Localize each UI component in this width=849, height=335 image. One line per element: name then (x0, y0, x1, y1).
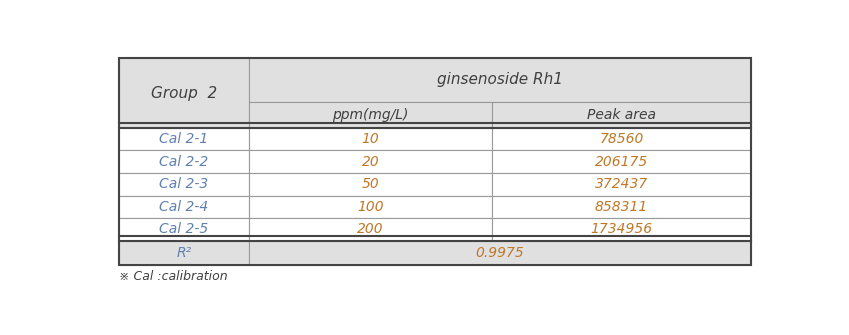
Text: 206175: 206175 (595, 155, 648, 169)
Bar (119, 241, 249, 265)
Bar (249, 196, 492, 218)
Text: 100: 100 (357, 200, 384, 214)
Bar (492, 102, 751, 128)
Bar (492, 150, 751, 173)
Text: Cal 2-5: Cal 2-5 (160, 222, 209, 237)
Text: 0.9975: 0.9975 (475, 246, 524, 260)
Text: ginsenoside Rh1: ginsenoside Rh1 (437, 72, 563, 87)
Bar (492, 173, 751, 196)
Text: 372437: 372437 (595, 177, 648, 191)
Bar (249, 150, 492, 173)
Text: Cal 2-2: Cal 2-2 (160, 155, 209, 169)
Text: ppm(mg/L): ppm(mg/L) (332, 108, 408, 122)
Text: 1734956: 1734956 (590, 222, 653, 237)
Bar (249, 218, 492, 241)
Text: Cal 2-4: Cal 2-4 (160, 200, 209, 214)
Text: R²: R² (177, 246, 192, 260)
Text: 10: 10 (362, 132, 380, 146)
Bar (119, 128, 249, 150)
Bar (492, 128, 751, 150)
Bar (492, 196, 751, 218)
Text: Cal 2-1: Cal 2-1 (160, 132, 209, 146)
Text: ※ Cal :calibration: ※ Cal :calibration (119, 270, 228, 283)
Text: 858311: 858311 (595, 200, 648, 214)
Text: Cal 2-3: Cal 2-3 (160, 177, 209, 191)
Bar (119, 218, 249, 241)
Bar (119, 150, 249, 173)
Bar (119, 196, 249, 218)
Bar (119, 58, 751, 265)
Text: Group  2: Group 2 (151, 85, 217, 100)
Bar (119, 173, 249, 196)
Text: 78560: 78560 (599, 132, 644, 146)
Text: Peak area: Peak area (587, 108, 656, 122)
Bar (492, 218, 751, 241)
Bar (249, 102, 492, 128)
Bar (249, 58, 751, 102)
Text: 50: 50 (362, 177, 380, 191)
Text: 200: 200 (357, 222, 384, 237)
Bar (249, 241, 751, 265)
Bar (249, 128, 492, 150)
Bar (249, 173, 492, 196)
Bar (119, 58, 249, 128)
Text: 20: 20 (362, 155, 380, 169)
